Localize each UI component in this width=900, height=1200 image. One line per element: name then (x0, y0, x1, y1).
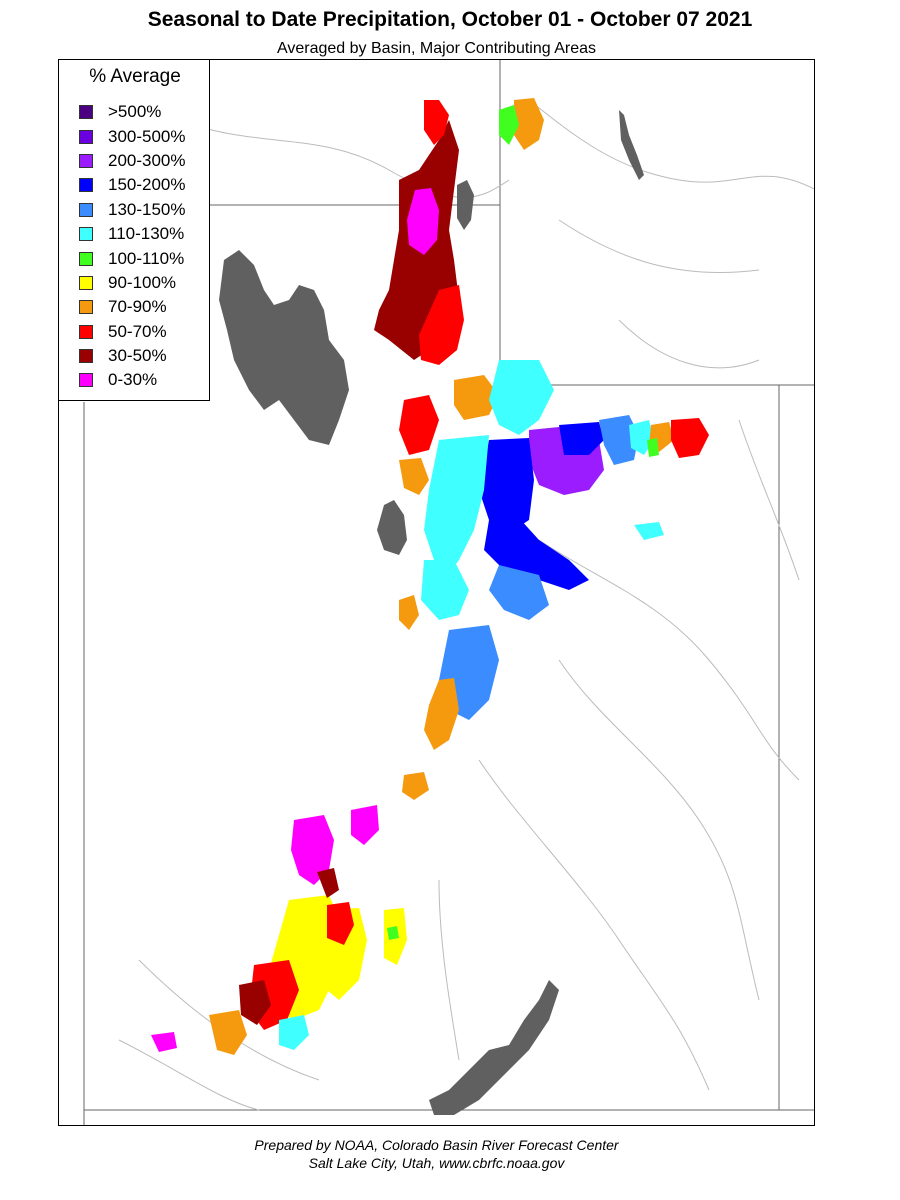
legend-swatch (79, 202, 93, 217)
legend-label: 30-50% (108, 346, 167, 366)
legend-items: >500% 300-500% 200-300% 150-200% 130-150% 110… (79, 100, 186, 393)
legend-item: 30-50% (79, 344, 186, 368)
legend: % Average >500% 300-500% 200-300% 150-200% 1… (58, 59, 210, 401)
river-lines (118, 99, 814, 1111)
basin-south-magenta-2 (351, 805, 379, 845)
legend-item: 150-200% (79, 173, 186, 197)
footer-location: Salt Lake City, Utah, www.cbrfc.noaa.gov (308, 1155, 565, 1171)
legend-swatch (79, 129, 93, 144)
legend-swatch (79, 178, 93, 193)
basin-south-magenta-3 (151, 1032, 177, 1052)
basin-south-magenta-1 (291, 815, 334, 885)
legend-label: >500% (108, 102, 162, 122)
basin-south-darkred-2 (317, 868, 339, 898)
precip-basins (151, 98, 709, 1055)
legend-swatch (79, 300, 93, 315)
legend-label: 50-70% (108, 321, 167, 341)
basin-strawberry-cyan (634, 522, 664, 540)
legend-item: 130-150% (79, 198, 186, 222)
basin-north-red (424, 100, 449, 145)
legend-label: 100-110% (108, 248, 185, 268)
legend-label: 300-500% (108, 126, 186, 146)
legend-item: 50-70% (79, 320, 186, 344)
map-title: Seasonal to Date Precipitation, October … (147, 8, 753, 31)
basin-south-cyan (279, 1015, 309, 1050)
basin-sevier-orange (399, 595, 419, 630)
legend-label: 70-90% (108, 297, 167, 317)
legend-item: 100-110% (79, 246, 186, 270)
lake-powell (429, 980, 559, 1115)
basin-provo-cyan (421, 560, 469, 620)
legend-label: 130-150% (108, 199, 186, 219)
flaming-gorge (619, 110, 644, 180)
legend-item: 70-90% (79, 295, 186, 319)
legend-label: 110-130% (108, 224, 185, 244)
footer-credit: Prepared by NOAA, Colorado Basin River F… (254, 1137, 619, 1153)
legend-item: 200-300% (79, 149, 186, 173)
legend-swatch (79, 349, 93, 364)
basin-duchesne-blue (479, 438, 534, 530)
basin-slc-orange (399, 458, 429, 495)
basin-south-darkred-1 (239, 980, 271, 1025)
basin-green-chip (647, 438, 659, 457)
legend-label: 90-100% (108, 272, 177, 292)
basin-upper-weber-cyan (489, 360, 554, 435)
basin-uinta-cyan-west (424, 435, 489, 580)
map-canvas (59, 60, 814, 1125)
basin-cache-green (499, 105, 519, 145)
basin-slc-red (399, 395, 439, 455)
lakes (219, 110, 644, 1115)
legend-item: 90-100% (79, 271, 186, 295)
basin-south-red-2 (327, 902, 354, 945)
legend-swatch (79, 275, 93, 290)
basin-provo-orange (454, 375, 499, 420)
legend-swatch (79, 324, 93, 339)
basin-sevier-orange-2 (424, 678, 459, 750)
legend-item: 110-130% (79, 222, 186, 246)
precipitation-map (58, 59, 815, 1126)
legend-swatch (79, 251, 93, 266)
legend-item: 300-500% (79, 124, 186, 148)
legend-title: % Average (89, 66, 181, 87)
basin-ogden-magenta (407, 188, 439, 255)
legend-item: >500% (79, 100, 186, 124)
basin-uinta-blue (559, 422, 604, 455)
legend-swatch (79, 105, 93, 120)
great-salt-lake (219, 250, 349, 445)
utah-lake (377, 500, 407, 555)
legend-item: 0-30% (79, 368, 186, 392)
legend-swatch (79, 153, 93, 168)
basin-south-orange (209, 1010, 247, 1055)
legend-swatch (79, 373, 93, 388)
legend-label: 150-200% (108, 175, 186, 195)
basin-south-green (387, 926, 399, 940)
basin-east-red (671, 418, 709, 458)
legend-label: 200-300% (108, 150, 186, 170)
map-subtitle: Averaged by Basin, Major Contributing Ar… (277, 40, 596, 57)
basin-sevier-orange-3 (402, 772, 429, 800)
legend-swatch (79, 227, 93, 242)
basin-strawberry-blue (484, 518, 589, 590)
basin-weber-red (419, 285, 464, 365)
basin-strawberry-130 (489, 565, 549, 620)
basin-ashley-130 (599, 415, 639, 465)
legend-label: 0-30% (108, 370, 158, 390)
bear-lake (457, 180, 474, 230)
basin-cache-orange (514, 98, 544, 150)
